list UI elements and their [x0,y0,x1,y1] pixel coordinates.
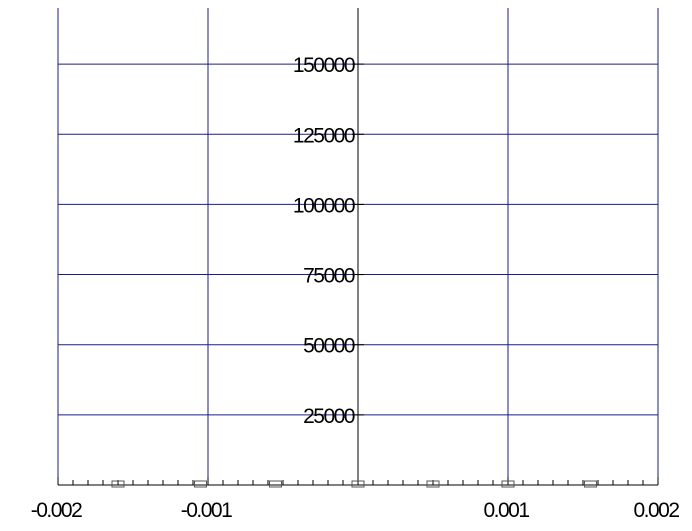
x-tick-label-0: -0.002 [31,499,82,522]
axes [58,8,658,486]
data-point-0-2 [269,480,282,488]
y-tick-label-1: 50000 [303,335,355,358]
y-tick-label-5: 150000 [293,54,355,77]
data-point-0-0 [111,480,125,488]
y-tick-label-2: 75000 [303,265,355,288]
data-point-0-5 [501,480,515,488]
data-point-0-4 [426,480,440,488]
y-tick-label-4: 125000 [293,124,355,147]
y-tick-label-0: 25000 [303,405,355,428]
data-point-0-1 [194,480,207,488]
x-tick-label-2: 0.001 [483,499,529,522]
tick-labels: 25000 50000 75000 100000 125000 150000 -0.002 -… [31,54,681,522]
x-tick-label-1: -0.001 [181,499,232,522]
x-tick-label-3: 0.002 [633,499,679,522]
y-tick-label-3: 100000 [293,194,355,217]
data-points [111,480,597,488]
data-point-0-3 [351,480,365,488]
data-point-0-6 [584,480,597,488]
